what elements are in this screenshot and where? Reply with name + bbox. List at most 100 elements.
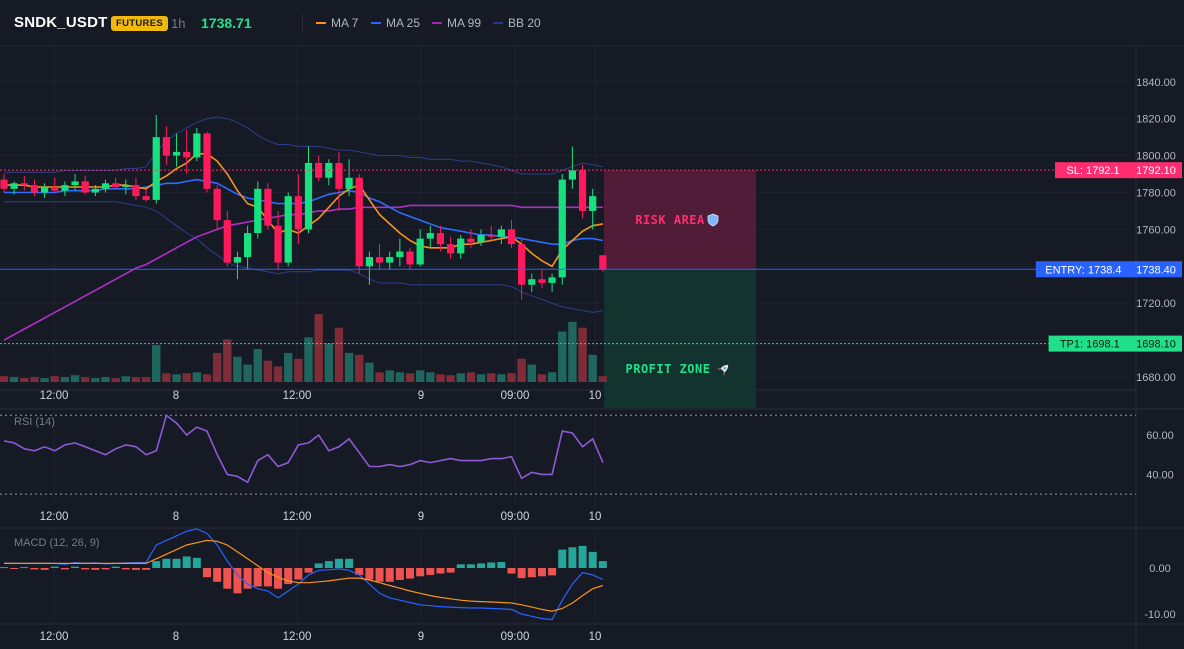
candle: [568, 146, 576, 189]
time-tick: 12:00: [40, 511, 69, 523]
candle-body: [213, 188, 221, 221]
candle: [578, 164, 587, 219]
volume-bar: [304, 337, 313, 382]
candle: [528, 273, 536, 293]
candle: [203, 131, 211, 193]
entry-price-label: [1130, 261, 1182, 278]
volume-bar: [365, 362, 374, 382]
rsi-tick: 40.00: [1146, 469, 1174, 481]
tp-price-text: 1698.10: [1136, 339, 1176, 351]
candle-body: [548, 277, 556, 283]
candle: [589, 188, 597, 230]
sl-tag-text: SL: 1792.1: [1066, 165, 1119, 177]
sl-tag: [1055, 162, 1131, 179]
time-tick: 12:00: [283, 631, 312, 643]
macd-hist-bar: [20, 567, 29, 569]
timeframe-label[interactable]: 1h: [171, 16, 186, 31]
legend-label: MA 7: [331, 16, 359, 30]
rsi-pane[interactable]: RSI (14) 60.00 40.00: [0, 413, 1174, 495]
macd-hist-bar: [578, 545, 587, 568]
volume-bar: [294, 358, 303, 382]
candle-body: [61, 185, 69, 191]
macd-hist-bar: [497, 562, 506, 568]
ma99-line: [3, 204, 603, 341]
volume-bar: [172, 374, 181, 382]
macd-hist-bar: [81, 568, 90, 570]
legend-ma7[interactable]: MA 7: [316, 16, 358, 30]
time-tick: 10: [589, 631, 602, 643]
macd-hist-bar: [365, 568, 374, 580]
candle: [132, 177, 140, 200]
macd-hist-bar: [213, 568, 222, 582]
volume-bar: [212, 352, 222, 382]
shield-icon: [707, 213, 719, 227]
volume-bar: [334, 327, 344, 382]
candle: [91, 185, 99, 197]
legend-bb20[interactable]: BB 20: [493, 16, 541, 30]
candle-body: [183, 151, 191, 158]
macd-hist-bar: [375, 568, 384, 582]
macd-hist-bar: [131, 568, 140, 570]
candle-body: [507, 229, 516, 245]
ma25-line: [4, 178, 604, 245]
candle-body: [162, 137, 170, 156]
candle-body: [233, 257, 242, 263]
volume-bar: [517, 358, 526, 382]
macd-title: MACD (12, 26, 9): [14, 537, 100, 549]
volume-bar: [385, 370, 394, 382]
macd-tick: -10.00: [1144, 609, 1175, 621]
candlesticks[interactable]: [0, 115, 607, 300]
price-tick: 1680.00: [1136, 372, 1176, 384]
time-tick: 12:00: [283, 511, 312, 523]
macd-hist-bar: [314, 563, 323, 568]
entry-price-text: 1738.40: [1136, 264, 1176, 276]
volume-bar: [131, 377, 141, 382]
volume-bar: [497, 374, 506, 382]
profit-zone: [604, 269, 756, 408]
macd-hist-bar: [10, 568, 19, 569]
volume-bar: [223, 339, 232, 382]
macd-hist-bar: [274, 568, 283, 589]
volume-bar: [91, 378, 100, 382]
macd-hist-bar: [456, 564, 465, 568]
macd-hist-bar: [101, 568, 110, 570]
candle-body: [497, 229, 505, 237]
candle-body: [223, 220, 231, 263]
volume-bar: [344, 352, 354, 382]
candle: [101, 179, 110, 193]
volume-bar: [446, 375, 455, 382]
volume-bar: [415, 370, 425, 382]
candle-body: [122, 185, 130, 187]
candle-body: [436, 233, 445, 245]
volume-bar: [81, 377, 90, 382]
macd-hist-bar: [598, 561, 607, 568]
legend-swatch: [371, 22, 381, 24]
candle-body: [558, 179, 566, 278]
legend-label: MA 99: [447, 16, 482, 30]
macd-hist-bar: [0, 567, 8, 569]
candle-body: [284, 196, 292, 263]
macd-hist-bar: [40, 568, 49, 570]
legend-ma25[interactable]: MA 25: [371, 16, 420, 30]
macd-hist-bar: [294, 568, 303, 580]
candle-body: [51, 186, 59, 191]
macd-hist-bar: [385, 568, 394, 582]
candle-body: [81, 181, 89, 193]
macd-pane[interactable]: MACD (12, 26, 9) 0.00 -10.00: [0, 528, 1176, 621]
price-tick: 1800.00: [1136, 151, 1176, 163]
volume-bar: [273, 366, 283, 382]
candle-body: [386, 257, 394, 263]
macd-hist-bar: [426, 568, 435, 575]
symbol-title[interactable]: SNDK_USDT: [14, 14, 108, 31]
legend-ma99[interactable]: MA 99: [432, 16, 481, 30]
macd-hist-bar: [284, 568, 293, 585]
macd-hist-bar: [91, 568, 100, 570]
candle-body: [41, 186, 49, 193]
time-tick: 9: [418, 511, 424, 523]
legend-label: BB 20: [508, 16, 541, 30]
volume-bar: [101, 377, 110, 382]
candle-body: [244, 233, 252, 258]
macd-hist-bar: [223, 568, 232, 589]
price-tick: 1820.00: [1136, 114, 1176, 126]
